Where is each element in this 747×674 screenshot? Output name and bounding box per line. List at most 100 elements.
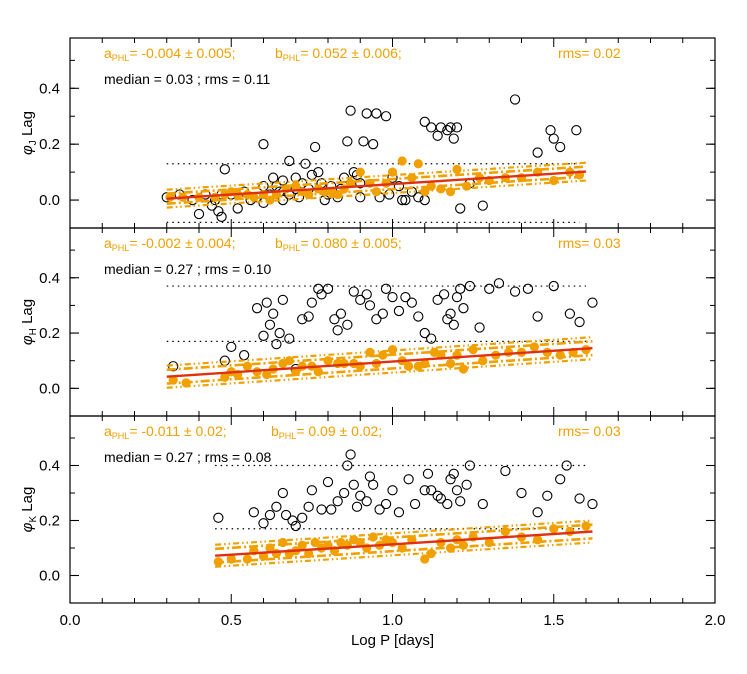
annot-a: aPHL= -0.011 ± 0.02; [104, 423, 227, 441]
phl-band-dashdot-1 [166, 165, 587, 195]
open-point [500, 465, 511, 477]
open-point [332, 496, 343, 507]
open-point [287, 515, 298, 526]
open-point [232, 203, 243, 214]
open-point [509, 94, 521, 105]
filled-point [284, 356, 294, 366]
open-point [516, 487, 527, 499]
y-tick-label: 0.2 [39, 513, 60, 530]
open-point [371, 108, 382, 119]
open-point [448, 468, 459, 479]
open-point [380, 111, 392, 122]
open-point [445, 122, 456, 133]
x-tick-label: 1.0 [382, 612, 403, 629]
y-tick-label: 0.2 [39, 136, 60, 153]
annot-b: bPHL= 0.080 ± 0.005; [275, 235, 402, 253]
open-point [313, 283, 324, 294]
open-point [380, 498, 392, 510]
open-point [419, 485, 430, 496]
open-point [451, 122, 463, 133]
filled-point [304, 548, 314, 559]
phl-band-dotted-0 [215, 541, 593, 568]
open-point [448, 133, 459, 144]
open-point [261, 297, 272, 308]
x-tick-label: 1.5 [543, 612, 564, 629]
open-point [464, 280, 476, 292]
filled-point [242, 361, 252, 371]
open-point [342, 136, 353, 147]
filled-point [387, 167, 398, 177]
open-point [306, 297, 318, 308]
open-point [358, 136, 369, 147]
open-point [297, 314, 308, 325]
open-point [387, 485, 398, 496]
open-point [587, 498, 598, 510]
filled-point [297, 540, 307, 550]
open-point [493, 278, 505, 289]
filled-point [458, 540, 469, 550]
open-point [338, 487, 350, 499]
filled-point [555, 350, 565, 360]
filled-point [420, 358, 430, 369]
open-point [442, 498, 453, 510]
open-point [532, 147, 543, 158]
open-point [571, 125, 582, 136]
filled-point [181, 378, 191, 388]
open-point [532, 507, 543, 518]
open-point [342, 460, 353, 471]
open-point [393, 507, 405, 518]
open-point [258, 139, 269, 150]
filled-point [271, 548, 281, 559]
open-point [455, 496, 466, 507]
open-point [484, 283, 495, 294]
open-point [316, 289, 327, 300]
open-point [509, 286, 521, 297]
open-point [213, 206, 224, 217]
filled-point [226, 554, 236, 564]
x-tick-label: 2.0 [705, 612, 726, 629]
filled-point [445, 543, 456, 553]
y-tick-label: 0.0 [39, 192, 60, 209]
y-axis-title: φK Lag [19, 487, 39, 533]
open-point [400, 291, 411, 303]
annot-b: bPHL= 0.052 ± 0.006; [275, 45, 402, 63]
open-point [432, 294, 443, 306]
open-point [442, 314, 453, 325]
filled-point [549, 524, 559, 534]
filled-point [397, 543, 407, 553]
filled-point [458, 364, 469, 374]
filled-point [478, 356, 488, 366]
open-point [348, 479, 359, 490]
y-axis-title: φH Lag [19, 299, 39, 345]
open-point [532, 311, 543, 322]
open-point [406, 297, 417, 308]
filled-point [168, 375, 178, 385]
y-tick-label: 0.4 [39, 270, 60, 287]
open-point [322, 476, 334, 488]
filled-point [249, 192, 259, 202]
open-point [355, 490, 366, 501]
x-tick-label: 0.0 [60, 612, 81, 629]
open-point [277, 175, 288, 186]
open-point [400, 194, 411, 206]
open-point [251, 303, 263, 314]
filled-point [452, 164, 462, 174]
open-point [355, 192, 366, 203]
open-point [332, 325, 343, 336]
open-point [364, 300, 376, 311]
filled-point [265, 195, 275, 205]
panel-k: 0.0 0.2 0.4φK Lag aPHL= -0.011 ± 0.02; bPHL=… [19, 415, 716, 604]
y-tick-label: 0.4 [39, 80, 60, 97]
annot-median: median = 0.27 ; rms = 0.08 [104, 449, 272, 465]
filled-point [387, 345, 398, 355]
open-point [268, 308, 279, 319]
open-point [545, 125, 556, 136]
open-point [419, 327, 430, 339]
annot-rms: rms= 0.03 [558, 235, 621, 251]
open-point [226, 341, 237, 353]
open-point [445, 474, 456, 485]
open-point [193, 208, 205, 220]
open-point [345, 105, 356, 116]
filled-point [355, 167, 365, 177]
